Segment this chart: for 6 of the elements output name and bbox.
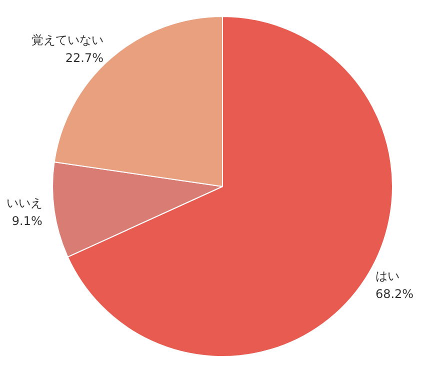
slice-label: 覚えていない: [32, 32, 104, 47]
slice-label: はい: [375, 268, 400, 283]
data-label: 68.2%: [375, 287, 414, 302]
data-label: 9.1%: [12, 214, 42, 228]
slice-label: いいえ: [6, 196, 42, 210]
data-label: 22.7%: [65, 51, 104, 66]
